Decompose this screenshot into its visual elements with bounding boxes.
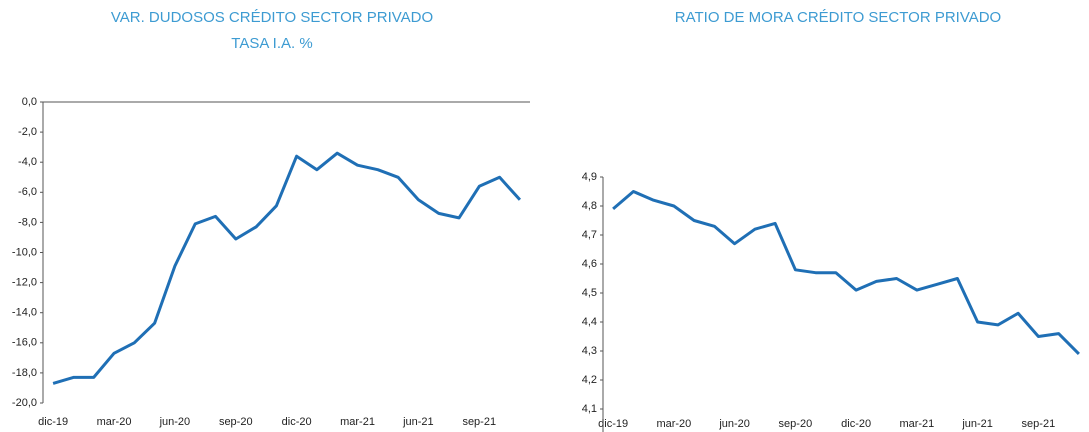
x-tick-label: sep-21 <box>462 416 496 428</box>
y-tick-label: -8,0 <box>18 216 37 228</box>
x-tick-label: jun-21 <box>402 416 434 428</box>
y-tick-label: -4,0 <box>18 156 37 168</box>
x-tick-label: mar-20 <box>97 416 132 428</box>
x-tick-label: mar-21 <box>340 416 375 428</box>
y-tick-label: 0,0 <box>22 96 37 108</box>
y-tick-label: -10,0 <box>12 246 37 258</box>
x-tick-label: mar-21 <box>899 418 934 430</box>
x-tick-label: jun-20 <box>718 418 750 430</box>
y-tick-label: -20,0 <box>12 397 37 409</box>
y-tick-label: 4,6 <box>582 258 597 270</box>
y-tick-label: -18,0 <box>12 367 37 379</box>
x-tick-label: jun-21 <box>961 418 993 430</box>
chart-title: VAR. DUDOSOS CRÉDITO SECTOR PRIVADO <box>111 9 433 26</box>
y-tick-label: 4,1 <box>582 403 597 415</box>
y-tick-label: 4,4 <box>582 316 597 328</box>
x-tick-label: sep-20 <box>219 416 253 428</box>
y-tick-label: 4,8 <box>582 200 597 212</box>
x-tick-label: dic-20 <box>282 416 312 428</box>
chart-subtitle: TASA I.A. % <box>231 35 312 52</box>
y-tick-label: 4,3 <box>582 345 597 357</box>
chart-title: RATIO DE MORA CRÉDITO SECTOR PRIVADO <box>675 9 1001 26</box>
y-tick-label: 4,5 <box>582 287 597 299</box>
line-series <box>52 151 522 385</box>
x-tick-label: mar-20 <box>656 418 691 430</box>
y-tick-label: 4,7 <box>582 229 597 241</box>
x-tick-label: dic-20 <box>841 418 871 430</box>
line-series <box>612 190 1080 355</box>
x-tick-label: dic-19 <box>38 416 68 428</box>
y-tick-label: -14,0 <box>12 307 37 319</box>
y-tick-label: 4,9 <box>582 171 597 183</box>
y-tick-label: 4,2 <box>582 374 597 386</box>
y-tick-label: -16,0 <box>12 337 37 349</box>
x-tick-label: sep-21 <box>1022 418 1056 430</box>
x-tick-label: jun-20 <box>159 416 191 428</box>
x-tick-label: sep-20 <box>779 418 813 430</box>
y-tick-label: -6,0 <box>18 186 37 198</box>
y-tick-label: -12,0 <box>12 277 37 289</box>
y-tick-label: -2,0 <box>18 126 37 138</box>
x-tick-label: dic-19 <box>598 418 628 430</box>
